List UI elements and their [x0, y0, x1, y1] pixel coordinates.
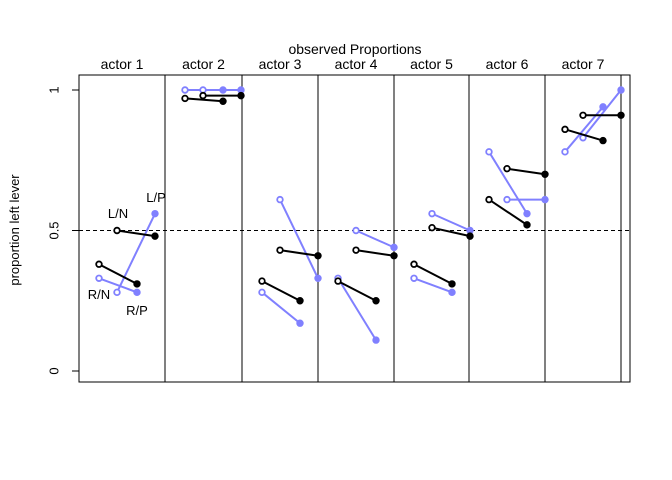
data-point: [466, 232, 474, 240]
series-segment: [413, 263, 453, 285]
data-point: [579, 111, 587, 119]
series-segment: [488, 198, 528, 226]
y-axis-label: proportion left lever: [7, 174, 22, 286]
series-segment: [184, 97, 224, 103]
y-tick-label: 0: [47, 367, 62, 374]
data-point: [503, 195, 511, 204]
series-segment: [413, 277, 453, 294]
data-point: [219, 86, 227, 94]
data-point: [448, 288, 456, 297]
data-point: [448, 280, 456, 288]
data-point: [410, 260, 418, 268]
data-point: [390, 252, 398, 260]
data-point: [485, 148, 493, 156]
plot-border: [78, 74, 631, 383]
data-point: [276, 195, 284, 204]
data-point: [133, 288, 141, 297]
series-segment: [355, 229, 395, 249]
data-point: [617, 86, 625, 94]
data-point: [541, 170, 549, 178]
data-point: [617, 111, 625, 119]
data-point: [372, 336, 380, 344]
series-segment: [279, 249, 319, 257]
point-label: L/P: [146, 190, 166, 205]
point-label: R/P: [126, 303, 148, 318]
data-point: [151, 209, 159, 218]
data-point: [113, 288, 121, 297]
data-point: [352, 246, 360, 254]
panel-label: actor 3: [259, 56, 302, 72]
data-point: [523, 221, 531, 229]
data-point: [296, 297, 304, 305]
data-point: [561, 125, 569, 134]
point-label: R/N: [88, 287, 110, 302]
series-segment: [337, 280, 377, 302]
data-point: [503, 164, 511, 173]
data-point: [199, 91, 207, 100]
series-segment: [431, 212, 471, 232]
data-point: [219, 97, 227, 105]
data-point: [314, 252, 322, 260]
panel-label: actor 6: [486, 56, 529, 72]
data-point: [133, 280, 141, 288]
series-segment: [506, 167, 546, 176]
series-segment: [488, 151, 528, 215]
series-segment: [337, 277, 377, 341]
data-point: [428, 223, 436, 232]
chart-title: observed Proportions: [288, 41, 421, 57]
data-point: [561, 148, 569, 156]
data-point: [410, 274, 418, 282]
data-point: [314, 274, 322, 282]
panel-label: actor 4: [335, 56, 378, 72]
data-point: [237, 91, 245, 100]
series-segment: [279, 199, 319, 279]
data-point: [485, 195, 493, 204]
series-segment: [582, 89, 622, 139]
series-segment: [431, 226, 471, 238]
plot-area: 0 0.5 1 actor 1 actor 2 actor 3 actor 4 actor 5…: [47, 56, 631, 383]
data-point: [95, 260, 103, 268]
data-point: [390, 243, 398, 252]
series-segment: [564, 128, 604, 142]
series-segment: [355, 249, 395, 257]
series-segment: [98, 277, 138, 294]
data-point: [296, 319, 304, 327]
series-segment: [116, 229, 156, 238]
panel-label: actor 2: [182, 56, 225, 72]
panel-label: actor 1: [101, 56, 144, 72]
y-tick-label: 0.5: [47, 221, 62, 239]
series-segment: [261, 280, 301, 302]
data-point: [334, 277, 342, 285]
data-point: [95, 274, 103, 282]
data-point: [599, 136, 607, 145]
data-point: [258, 288, 266, 297]
panel-label: actor 5: [410, 56, 453, 72]
series-segment: [261, 291, 301, 325]
data-point: [181, 94, 189, 103]
y-tick-label: 1: [47, 86, 62, 93]
data-point: [523, 209, 531, 218]
data-point: [151, 232, 159, 240]
data-point: [113, 226, 121, 235]
data-point: [428, 209, 436, 218]
panel-label: actor 7: [562, 56, 605, 72]
series-segment: [116, 213, 156, 293]
data-point: [276, 246, 284, 254]
data-point: [181, 86, 189, 94]
point-label: L/N: [108, 206, 128, 221]
data-point: [599, 103, 607, 111]
data-point: [372, 297, 380, 305]
series-segment: [98, 263, 138, 285]
data-point: [258, 277, 266, 285]
data-point: [352, 226, 360, 235]
data-point: [541, 195, 549, 204]
